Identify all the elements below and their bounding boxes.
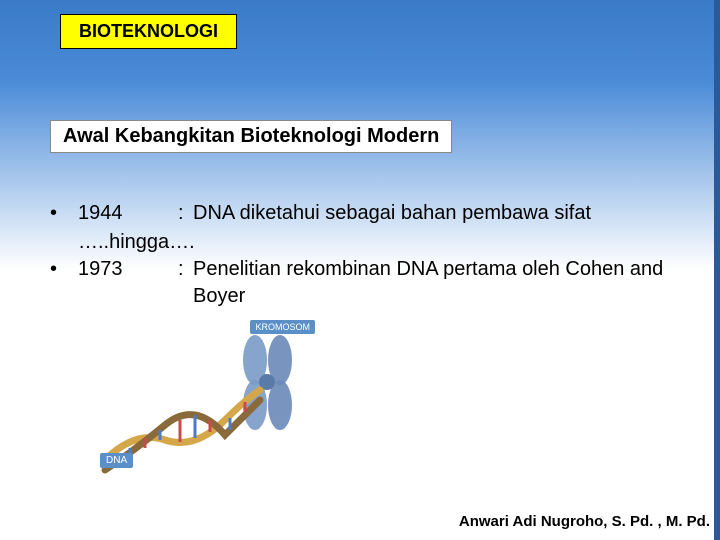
author-footer: Anwari Adi Nugroho, S. Pd. , M. Pd.	[459, 513, 710, 530]
bullet-year: 1944	[78, 200, 178, 227]
bullet-colon: :	[178, 256, 193, 310]
dna-illustration: KROMOSOM DNA	[85, 320, 335, 490]
bullet-year: 1973	[78, 256, 178, 310]
list-item: • 1973 : Penelitian rekombinan DNA perta…	[50, 256, 680, 310]
list-item: • 1944 : DNA diketahui sebagai bahan pem…	[50, 200, 680, 227]
bullet-dot: •	[50, 256, 78, 310]
bullet-dot: •	[50, 200, 78, 227]
bullet-list: • 1944 : DNA diketahui sebagai bahan pem…	[50, 200, 680, 312]
side-accent-strip	[714, 0, 720, 540]
dna-label: DNA	[100, 453, 133, 468]
list-continuation: …..hingga….	[78, 229, 680, 256]
bullet-text: DNA diketahui sebagai bahan pembawa sifa…	[193, 200, 680, 227]
bullet-text: Penelitian rekombinan DNA pertama oleh C…	[193, 256, 680, 310]
chromosome-label: KROMOSOM	[250, 320, 315, 334]
bullet-colon: :	[178, 200, 193, 227]
section-subtitle: Awal Kebangkitan Bioteknologi Modern	[50, 120, 452, 153]
page-title: BIOTEKNOLOGI	[60, 14, 237, 49]
